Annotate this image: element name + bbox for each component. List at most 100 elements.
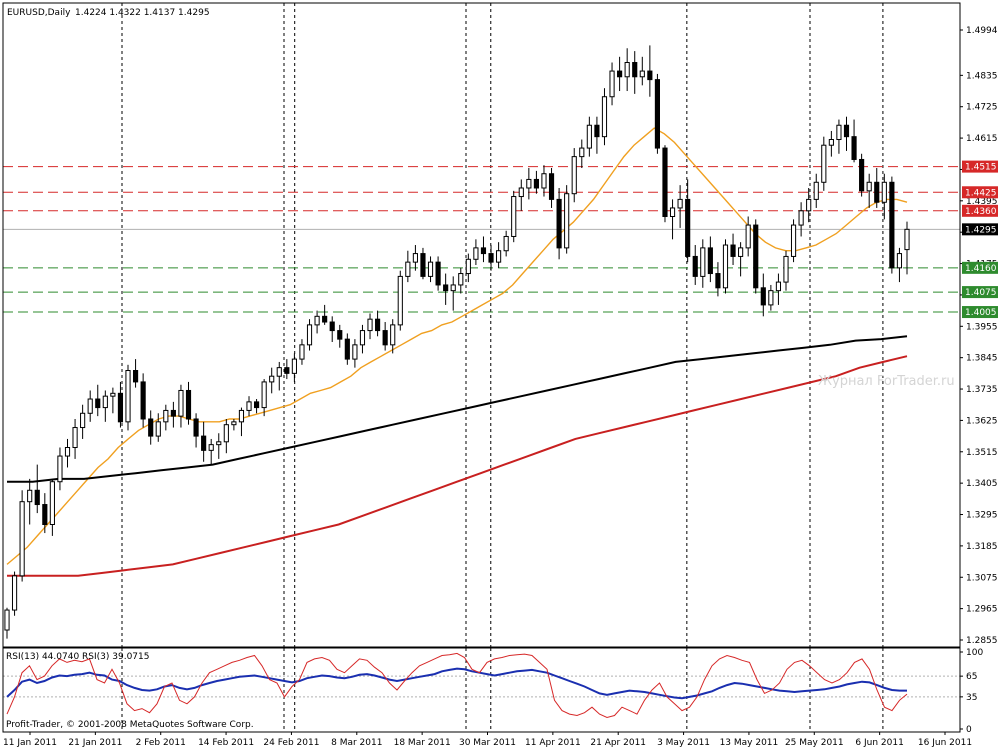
candle-body xyxy=(511,196,517,237)
candle xyxy=(496,242,502,268)
date-tick-label: 21 Jan 2011 xyxy=(68,738,122,748)
candle xyxy=(783,250,789,291)
candle xyxy=(518,179,524,211)
candle xyxy=(707,236,713,283)
candle-body xyxy=(397,275,403,326)
candle xyxy=(851,119,857,163)
candle-body xyxy=(881,181,887,203)
candle xyxy=(420,247,426,280)
candle-body xyxy=(80,412,86,429)
candle xyxy=(412,245,418,271)
candle-body xyxy=(465,258,471,275)
candle-body xyxy=(367,318,373,332)
candle-body xyxy=(19,501,25,577)
candle-body xyxy=(480,247,487,255)
candle-body xyxy=(851,136,857,160)
candle xyxy=(730,233,736,265)
candle xyxy=(586,116,592,157)
candle-body xyxy=(700,247,706,277)
date-tick-label: 8 Mar 2011 xyxy=(331,738,382,748)
candle-body xyxy=(216,441,222,446)
candle-body xyxy=(564,193,570,249)
price-tick-label: 1.3515 xyxy=(966,448,998,458)
candle-body xyxy=(359,330,366,346)
candle-body xyxy=(503,235,509,252)
candle xyxy=(465,253,471,283)
candle-body xyxy=(496,250,502,263)
resistance-level-tag xyxy=(962,186,998,199)
candle xyxy=(314,310,320,334)
candle-body xyxy=(722,244,729,289)
rsi-layer: 100 65 35 0 xyxy=(3,648,983,735)
price-tick-label: 1.3625 xyxy=(966,416,998,426)
candle-body xyxy=(738,247,744,257)
candle xyxy=(480,236,487,263)
watermark: Журнал ForTrader.ru xyxy=(818,374,955,389)
price-tick-label: 1.3295 xyxy=(966,511,998,521)
candle xyxy=(19,490,25,582)
candle-body xyxy=(556,198,562,249)
resistance-level-tag xyxy=(962,204,998,217)
candle-body xyxy=(715,273,721,289)
candle-body xyxy=(382,330,388,346)
candle xyxy=(163,404,169,431)
rsi-tick-label: 100 xyxy=(966,648,983,658)
date-tick-label: 24 Feb 2011 xyxy=(263,738,319,748)
price-tick-label: 1.3075 xyxy=(966,573,998,583)
candle xyxy=(269,367,275,394)
candle-body xyxy=(896,253,903,269)
candle xyxy=(874,168,880,208)
candle-body xyxy=(632,62,638,78)
candle-body xyxy=(42,504,48,526)
candle xyxy=(790,219,797,263)
current-price-value: 1.4295 xyxy=(965,225,997,235)
candle-body xyxy=(64,447,71,457)
candle xyxy=(753,219,759,294)
candle xyxy=(397,270,403,331)
grid-layer xyxy=(121,3,884,732)
candle-body xyxy=(775,281,782,292)
candle xyxy=(405,250,411,283)
candle xyxy=(798,202,804,237)
candle-body xyxy=(790,224,797,257)
candle xyxy=(632,51,638,94)
candle-body xyxy=(140,381,146,420)
candle-body xyxy=(57,455,63,483)
candle-body xyxy=(27,489,33,503)
price-tick-label: 1.3955 xyxy=(966,322,998,332)
candle-body xyxy=(745,224,751,249)
candle-body xyxy=(193,418,199,437)
candle xyxy=(647,45,653,97)
resistance-level-value: 1.4360 xyxy=(965,207,997,217)
support-level-value: 1.4160 xyxy=(965,264,997,274)
candle xyxy=(80,404,86,439)
candle xyxy=(443,273,449,305)
rsi-tick-label: 35 xyxy=(966,693,977,703)
price-tick-label: 1.3185 xyxy=(966,542,998,552)
candle-body xyxy=(148,418,154,437)
candle xyxy=(110,387,116,414)
candle-body xyxy=(579,147,585,158)
candle xyxy=(738,242,744,277)
price-tick-label: 1.3845 xyxy=(966,354,998,364)
candle xyxy=(95,384,101,417)
price-tick-label: 1.2855 xyxy=(966,636,998,646)
candle xyxy=(276,361,282,391)
support-level-tag xyxy=(962,286,998,299)
date-tick-label: 14 Feb 2011 xyxy=(198,738,254,748)
candle-body xyxy=(609,70,615,98)
candle-body xyxy=(390,324,396,346)
price-tick-label: 1.3405 xyxy=(966,479,998,489)
candle xyxy=(601,88,608,146)
candle-body xyxy=(813,181,819,200)
candle-body xyxy=(707,247,713,275)
candle-body xyxy=(344,338,350,360)
candle xyxy=(344,333,350,365)
candle xyxy=(556,187,562,260)
candle xyxy=(760,273,766,317)
candle xyxy=(715,262,721,297)
candle xyxy=(329,316,335,342)
candle xyxy=(526,168,532,200)
candle-body xyxy=(601,96,608,138)
candle-body xyxy=(291,358,297,374)
